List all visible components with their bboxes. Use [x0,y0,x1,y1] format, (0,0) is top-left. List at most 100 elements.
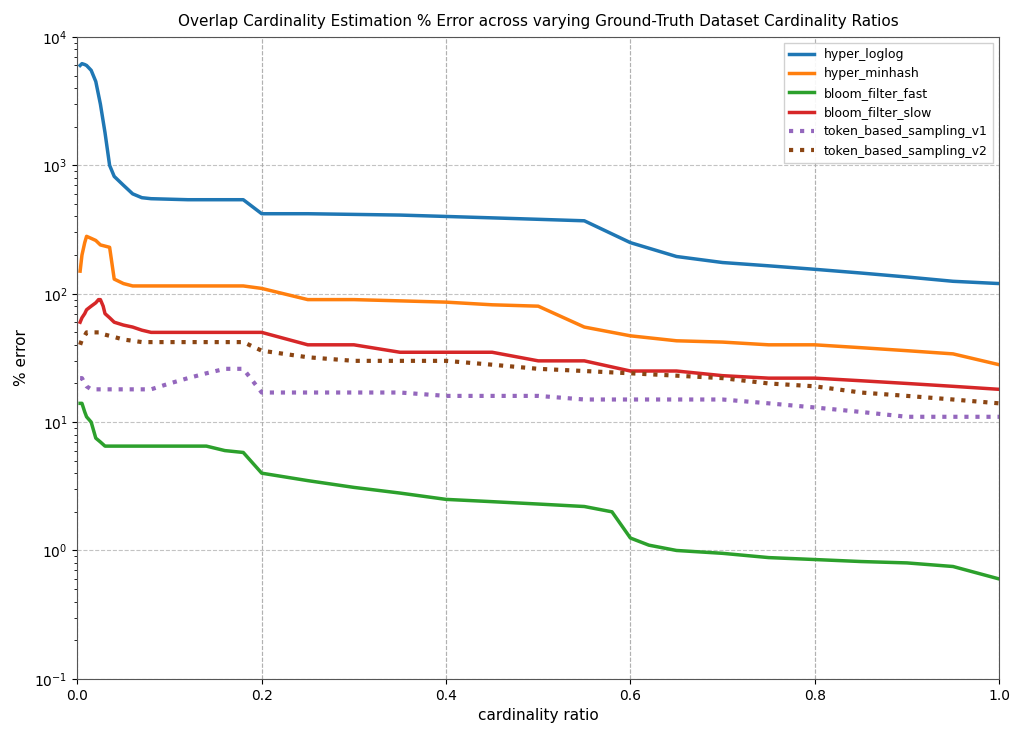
bloom_filter_fast [118,441,130,450]
bloom_filter_slow [79,310,91,318]
bloom_filter_fast [809,555,821,564]
hyper_minhash [85,234,97,242]
bloom_filter_slow [993,385,1006,394]
token_based_sampling_v2 [85,328,97,337]
token_based_sampling_v1 [94,385,106,394]
hyper_loglog [182,195,195,204]
hyper_minhash [238,282,250,290]
token_based_sampling_v1 [109,385,121,394]
Line: bloom_filter_slow: bloom_filter_slow [80,300,999,389]
hyper_minhash [76,251,88,259]
token_based_sampling_v1 [671,395,683,404]
hyper_loglog [94,99,106,108]
token_based_sampling_v1 [486,391,499,400]
hyper_loglog [486,214,499,223]
bloom_filter_fast [901,559,913,567]
bloom_filter_slow [94,296,106,304]
token_based_sampling_v1 [440,391,453,400]
Line: hyper_minhash: hyper_minhash [80,237,999,365]
bloom_filter_fast [625,534,637,542]
token_based_sampling_v1 [532,391,545,400]
hyper_minhash [74,267,86,276]
Legend: hyper_loglog, hyper_minhash, bloom_filter_fast, bloom_filter_slow, token_based_s: hyper_loglog, hyper_minhash, bloom_filte… [784,43,993,162]
hyper_loglog [625,238,637,247]
token_based_sampling_v1 [145,385,158,394]
hyper_minhash [79,238,91,247]
hyper_minhash [256,284,268,293]
hyper_minhash [486,301,499,310]
hyper_minhash [855,343,867,352]
hyper_loglog [109,172,121,181]
token_based_sampling_v2 [201,338,213,346]
token_based_sampling_v1 [238,364,250,373]
token_based_sampling_v1 [302,388,314,397]
Line: hyper_loglog: hyper_loglog [80,63,999,284]
token_based_sampling_v1 [348,388,360,397]
token_based_sampling_v2 [74,340,86,349]
hyper_loglog [90,77,102,86]
token_based_sampling_v2 [136,338,148,346]
hyper_loglog [145,195,158,203]
X-axis label: cardinality ratio: cardinality ratio [478,708,599,723]
hyper_loglog [855,268,867,277]
token_based_sampling_v2 [81,328,93,337]
token_based_sampling_v2 [109,332,121,341]
token_based_sampling_v2 [348,357,360,366]
token_based_sampling_v2 [76,335,88,344]
hyper_loglog [532,215,545,224]
bloom_filter_fast [993,575,1006,584]
bloom_filter_fast [99,441,112,450]
token_based_sampling_v1 [76,374,88,383]
bloom_filter_slow [532,357,545,366]
hyper_minhash [763,340,775,349]
bloom_filter_fast [182,441,195,450]
token_based_sampling_v1 [256,388,268,397]
hyper_loglog [118,181,130,189]
bloom_filter_slow [947,382,959,391]
bloom_filter_fast [76,399,88,408]
hyper_minhash [440,298,453,307]
bloom_filter_fast [238,448,250,457]
token_based_sampling_v2 [302,353,314,362]
bloom_filter_fast [671,546,683,555]
hyper_loglog [256,209,268,218]
hyper_minhash [579,323,591,332]
bloom_filter_fast [81,413,93,422]
hyper_minhash [90,236,102,245]
bloom_filter_fast [440,495,453,504]
hyper_minhash [625,332,637,340]
hyper_minhash [145,282,158,290]
bloom_filter_slow [302,340,314,349]
hyper_minhash [901,346,913,355]
token_based_sampling_v2 [182,338,195,346]
token_based_sampling_v2 [532,364,545,373]
bloom_filter_slow [579,357,591,366]
hyper_loglog [103,161,116,170]
bloom_filter_slow [118,321,130,329]
hyper_loglog [219,195,231,204]
hyper_minhash [219,282,231,290]
bloom_filter_slow [238,328,250,337]
bloom_filter_fast [532,500,545,509]
hyper_loglog [99,128,112,137]
token_based_sampling_v2 [238,338,250,346]
bloom_filter_slow [763,374,775,383]
bloom_filter_fast [947,562,959,571]
token_based_sampling_v1 [118,385,130,394]
bloom_filter_slow [486,348,499,357]
token_based_sampling_v2 [219,338,231,346]
bloom_filter_slow [256,328,268,337]
token_based_sampling_v1 [136,385,148,394]
bloom_filter_slow [625,366,637,375]
hyper_loglog [302,209,314,218]
bloom_filter_fast [201,441,213,450]
hyper_minhash [164,282,176,290]
bloom_filter_fast [486,497,499,506]
token_based_sampling_v1 [855,408,867,416]
hyper_minhash [809,340,821,349]
hyper_minhash [94,240,106,249]
bloom_filter_slow [103,313,116,322]
hyper_loglog [579,217,591,226]
token_based_sampling_v1 [81,382,93,391]
bloom_filter_slow [671,366,683,375]
